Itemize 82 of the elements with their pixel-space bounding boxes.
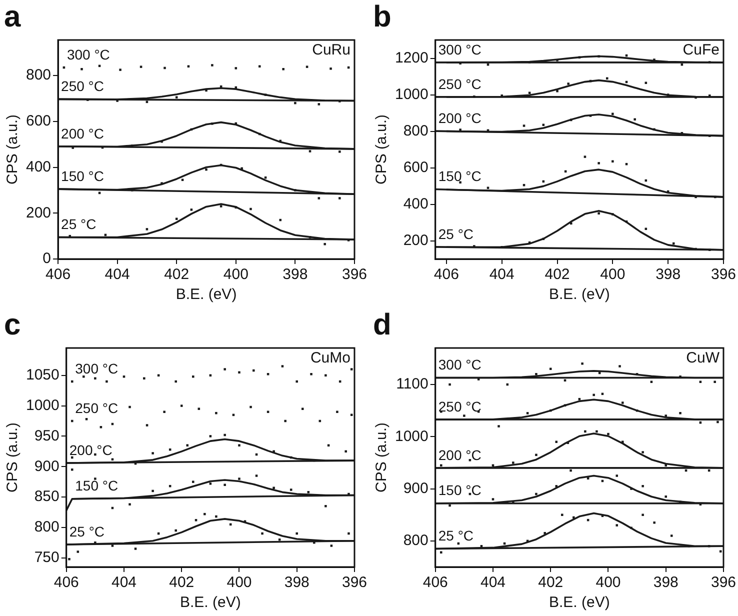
y-tick-label: 400 (26, 158, 52, 176)
y-tick-label: 850 (34, 488, 60, 506)
x-tick-label: 402 (544, 266, 570, 284)
annotation: CuW (686, 350, 720, 367)
series-label: 200 °C (61, 125, 104, 142)
series-label: 300 °C (438, 356, 482, 373)
y-tick-label: 200 (26, 204, 52, 222)
y-tick-label: 200 (403, 232, 428, 249)
chart-title: d (373, 308, 392, 342)
y-tick-label: 600 (26, 112, 52, 130)
y-tick-label: 1050 (26, 366, 60, 384)
x-tick-label: 406 (54, 574, 79, 592)
y-tick-label: 1100 (396, 376, 428, 393)
series-label: 25 °C (61, 216, 96, 232)
x-tick-label: 400 (226, 574, 252, 592)
annotation: CuFe (682, 42, 720, 59)
y-tick-label: 800 (403, 532, 428, 550)
x-tick-label: 396 (710, 266, 736, 284)
legend-label: 150 °C (438, 168, 482, 184)
x-axis-title: B.E. (eV) (549, 286, 610, 304)
series-label: 200 °C (69, 442, 112, 458)
x-tick-label: 404 (104, 266, 130, 284)
x-tick-label: 402 (169, 574, 194, 592)
x-tick-label: 398 (282, 266, 308, 284)
x-tick-label: 402 (164, 266, 190, 284)
x-axis-title: B.E. (eV) (549, 594, 610, 612)
x-tick-label: 404 (480, 574, 506, 592)
y-tick-label: 0 (42, 250, 52, 268)
legend-label: 150 °C (438, 482, 482, 498)
y-axis-title: CPS (a.u.) (373, 422, 390, 493)
y-axis-title: CPS (a.u.) (4, 114, 22, 185)
chart-title: c (4, 308, 21, 342)
y-tick-label: 1000 (394, 428, 428, 445)
y-tick-label: 1200 (394, 49, 428, 66)
series-label: 150 °C (75, 478, 118, 494)
chart-title: b (373, 0, 392, 34)
x-tick-label: 398 (656, 266, 681, 284)
x-axis-title: B.E. (eV) (180, 594, 241, 612)
x-tick-label: 398 (653, 574, 678, 592)
x-tick-label: 404 (111, 574, 137, 592)
series-label: 200 °C (438, 446, 482, 463)
series-label: 25 °C (69, 523, 105, 540)
y-tick-label: 800 (403, 122, 428, 140)
series-label: 150 °C (61, 168, 104, 184)
x-tick-label: 406 (422, 574, 448, 592)
y-tick-label: 1000 (394, 86, 428, 103)
series-label: 250 °C (438, 398, 482, 414)
series-label: 250 °C (75, 400, 118, 416)
x-tick-label: 396 (342, 574, 367, 592)
y-tick-label: 800 (26, 66, 52, 84)
y-tick-label: 950 (34, 427, 60, 444)
series-label: 200 °C (438, 110, 482, 126)
y-tick-label: 900 (34, 458, 60, 475)
x-tick-label: 396 (710, 574, 736, 592)
x-tick-label: 400 (223, 266, 248, 284)
x-tick-label: 400 (596, 574, 621, 592)
x-tick-label: 404 (489, 266, 514, 284)
y-tick-label: 750 (34, 549, 60, 566)
y-tick-label: 900 (403, 480, 428, 497)
x-tick-label: 396 (342, 266, 367, 284)
y-tick-label: 400 (403, 195, 428, 212)
x-tick-label: 406 (46, 266, 71, 284)
x-tick-label: 398 (284, 574, 310, 592)
y-tick-label: 1000 (26, 396, 60, 414)
series-label: 300 °C (66, 46, 110, 62)
y-axis-title: CPS (a.u.) (373, 114, 390, 185)
legend-label: 25 °C (438, 528, 474, 544)
y-tick-label: 800 (34, 518, 60, 536)
x-tick-label: 406 (434, 266, 459, 284)
y-axis-title: CPS (a.u.) (4, 422, 22, 493)
series-label: 250 °C (438, 76, 482, 92)
legend-label: 300 °C (438, 41, 482, 58)
legend-label: 25 °C (438, 226, 474, 242)
x-tick-label: 400 (600, 266, 626, 284)
x-axis-title: B.E. (eV) (176, 286, 237, 304)
series-label: 300 °C (75, 360, 118, 376)
annotation: CuMo (310, 350, 350, 367)
x-tick-label: 402 (538, 574, 564, 592)
chart-title: a (4, 0, 21, 34)
y-tick-label: 600 (403, 158, 428, 176)
annotation: CuRu (312, 42, 350, 59)
series-label: 250 °C (61, 78, 104, 94)
